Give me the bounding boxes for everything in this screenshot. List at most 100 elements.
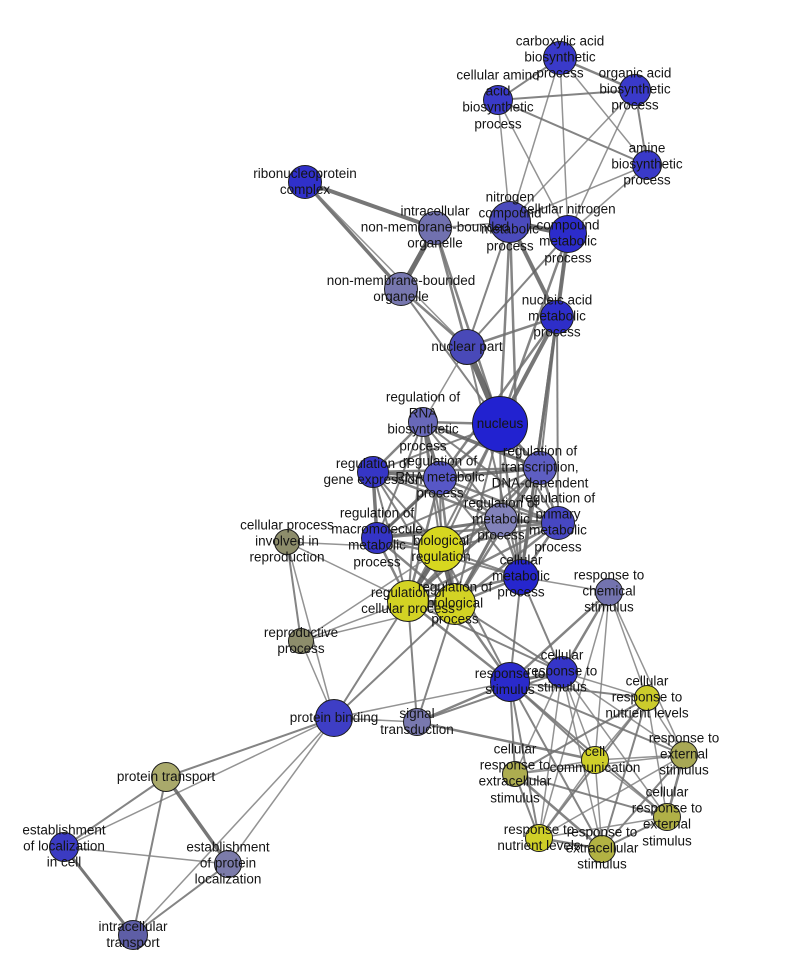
edge-regbio-cellrespstim: [454, 603, 563, 673]
edge-respext-respnut: [538, 754, 685, 839]
edge-organic-cellnitro: [567, 89, 636, 235]
node-cellmet[interactable]: [503, 559, 539, 595]
node-regprim[interactable]: [541, 506, 575, 540]
node-respextra[interactable]: [588, 835, 616, 863]
edge-cellrespstim-respnut: [538, 671, 563, 839]
node-nucpart[interactable]: [449, 329, 485, 365]
node-nitro[interactable]: [489, 201, 531, 243]
edge-nucpart-cellmet: [466, 346, 522, 578]
node-cellcomm[interactable]: [581, 746, 609, 774]
edge-protbind-intratrans: [132, 717, 335, 936]
node-protbind[interactable]: [315, 699, 353, 737]
edge-cellcomm-respnut: [538, 759, 596, 839]
edge-regprim-regbio: [454, 522, 559, 605]
edge-respext-cellcomm: [594, 754, 685, 761]
edge-cellnitro-nucleus: [498, 233, 570, 425]
edge-amino-organic: [497, 89, 636, 101]
edge-nucpart-nitro: [466, 221, 511, 348]
node-cellnitro[interactable]: [549, 215, 587, 253]
edge-carbox-nitro: [509, 57, 561, 223]
edge-respstim-respextra: [509, 681, 603, 850]
edge-protbind-prottrans: [165, 717, 335, 778]
edge-cellrespext-respnut: [538, 816, 668, 839]
node-signal[interactable]: [403, 708, 431, 736]
node-regbio[interactable]: [434, 583, 476, 625]
edge-cellcomm-respextra: [594, 759, 603, 850]
edge-organic-nitro: [509, 89, 636, 223]
node-organic[interactable]: [619, 74, 651, 106]
edge-regprim-regmacro: [376, 521, 559, 540]
edge-respchem-cellrespnut: [608, 591, 648, 699]
edge-ribo-nucpart: [304, 181, 468, 348]
node-nmborg[interactable]: [384, 272, 418, 306]
node-repro[interactable]: [288, 628, 314, 654]
node-nucleus[interactable]: [472, 396, 528, 452]
edge-regbio-protbind: [333, 603, 456, 719]
edge-respext-respextra: [601, 754, 685, 850]
edge-amino-amine: [497, 99, 648, 166]
edge-regcell-cellrespstim: [407, 600, 563, 673]
edge-cellrespstim-signal: [416, 671, 563, 723]
edge-bioreg-respstim: [440, 548, 511, 683]
node-intratrans[interactable]: [118, 920, 148, 950]
edge-respstim-protbind: [333, 681, 511, 719]
node-respchem[interactable]: [595, 578, 623, 606]
node-regtrans[interactable]: [523, 451, 557, 485]
node-reggene[interactable]: [357, 456, 389, 488]
node-bioreg[interactable]: [418, 526, 464, 572]
edge-regrnabio-regbio: [422, 421, 456, 605]
edge-cellrespextra-respextra: [514, 773, 603, 850]
edge-regrnamet-cellmet: [439, 477, 522, 578]
edge-cellcomm-signal: [416, 720, 596, 762]
node-prottrans[interactable]: [151, 762, 181, 792]
edge-cellrespstim-cellrespextra: [514, 671, 563, 775]
edge-regcell-protbind: [333, 600, 409, 719]
edge-regrnabio-regcell: [407, 421, 424, 602]
node-regrnamet[interactable]: [423, 461, 457, 495]
edge-estloc-estprot: [63, 846, 229, 865]
edge-amino-cellnitro: [497, 99, 569, 235]
edge-cellrespextra-cellrespext: [514, 773, 668, 818]
node-cellrespextra[interactable]: [502, 761, 528, 787]
edge-carbox-amine: [559, 57, 648, 166]
node-regcell[interactable]: [387, 580, 429, 622]
node-respstim[interactable]: [490, 662, 530, 702]
edge-cellrepro-protbind: [286, 541, 335, 719]
edge-respchem-respstim: [509, 591, 610, 683]
edge-respstim-respnut: [509, 681, 540, 839]
edge-cellrespstim-respext: [561, 671, 685, 756]
node-estloc[interactable]: [49, 832, 79, 862]
edge-regtrans-regcell: [407, 467, 541, 602]
node-cellrespnut[interactable]: [634, 685, 660, 711]
node-nucacid[interactable]: [540, 300, 574, 334]
node-amine[interactable]: [632, 150, 662, 180]
edge-nitro-cellmet: [508, 221, 523, 578]
node-cellrepro[interactable]: [274, 529, 300, 555]
node-ribo[interactable]: [288, 165, 322, 199]
edge-reggene-regprim: [372, 471, 559, 524]
node-estprot[interactable]: [214, 850, 242, 878]
node-respext[interactable]: [670, 741, 698, 769]
edge-cellrepro-repro: [286, 541, 302, 642]
node-regrnabio[interactable]: [408, 407, 438, 437]
edge-reggene-regbio: [372, 471, 456, 605]
node-carbox[interactable]: [543, 41, 577, 75]
edge-cellrespstim-cellrespext: [561, 671, 668, 818]
edge-carbox-cellnitro: [559, 57, 569, 235]
edge-respstim-cellrespnut: [509, 681, 648, 699]
node-intraorg[interactable]: [418, 211, 452, 245]
edge-protbind-estloc: [63, 717, 335, 848]
edge-cellrespnut-respextra: [601, 697, 648, 850]
edge-estprot-intratrans: [132, 863, 229, 936]
edge-amine-nitro: [509, 164, 648, 223]
edge-prottrans-estprot: [164, 775, 230, 866]
node-cellrespstim[interactable]: [546, 656, 578, 688]
node-respnut[interactable]: [525, 824, 553, 852]
node-regmet[interactable]: [484, 503, 518, 537]
node-cellrespext[interactable]: [653, 803, 681, 831]
edge-nucacid-regprim: [556, 316, 559, 524]
edge-respchem-cellcomm: [594, 591, 610, 761]
node-amino[interactable]: [483, 85, 513, 115]
node-regmacro[interactable]: [361, 522, 393, 554]
